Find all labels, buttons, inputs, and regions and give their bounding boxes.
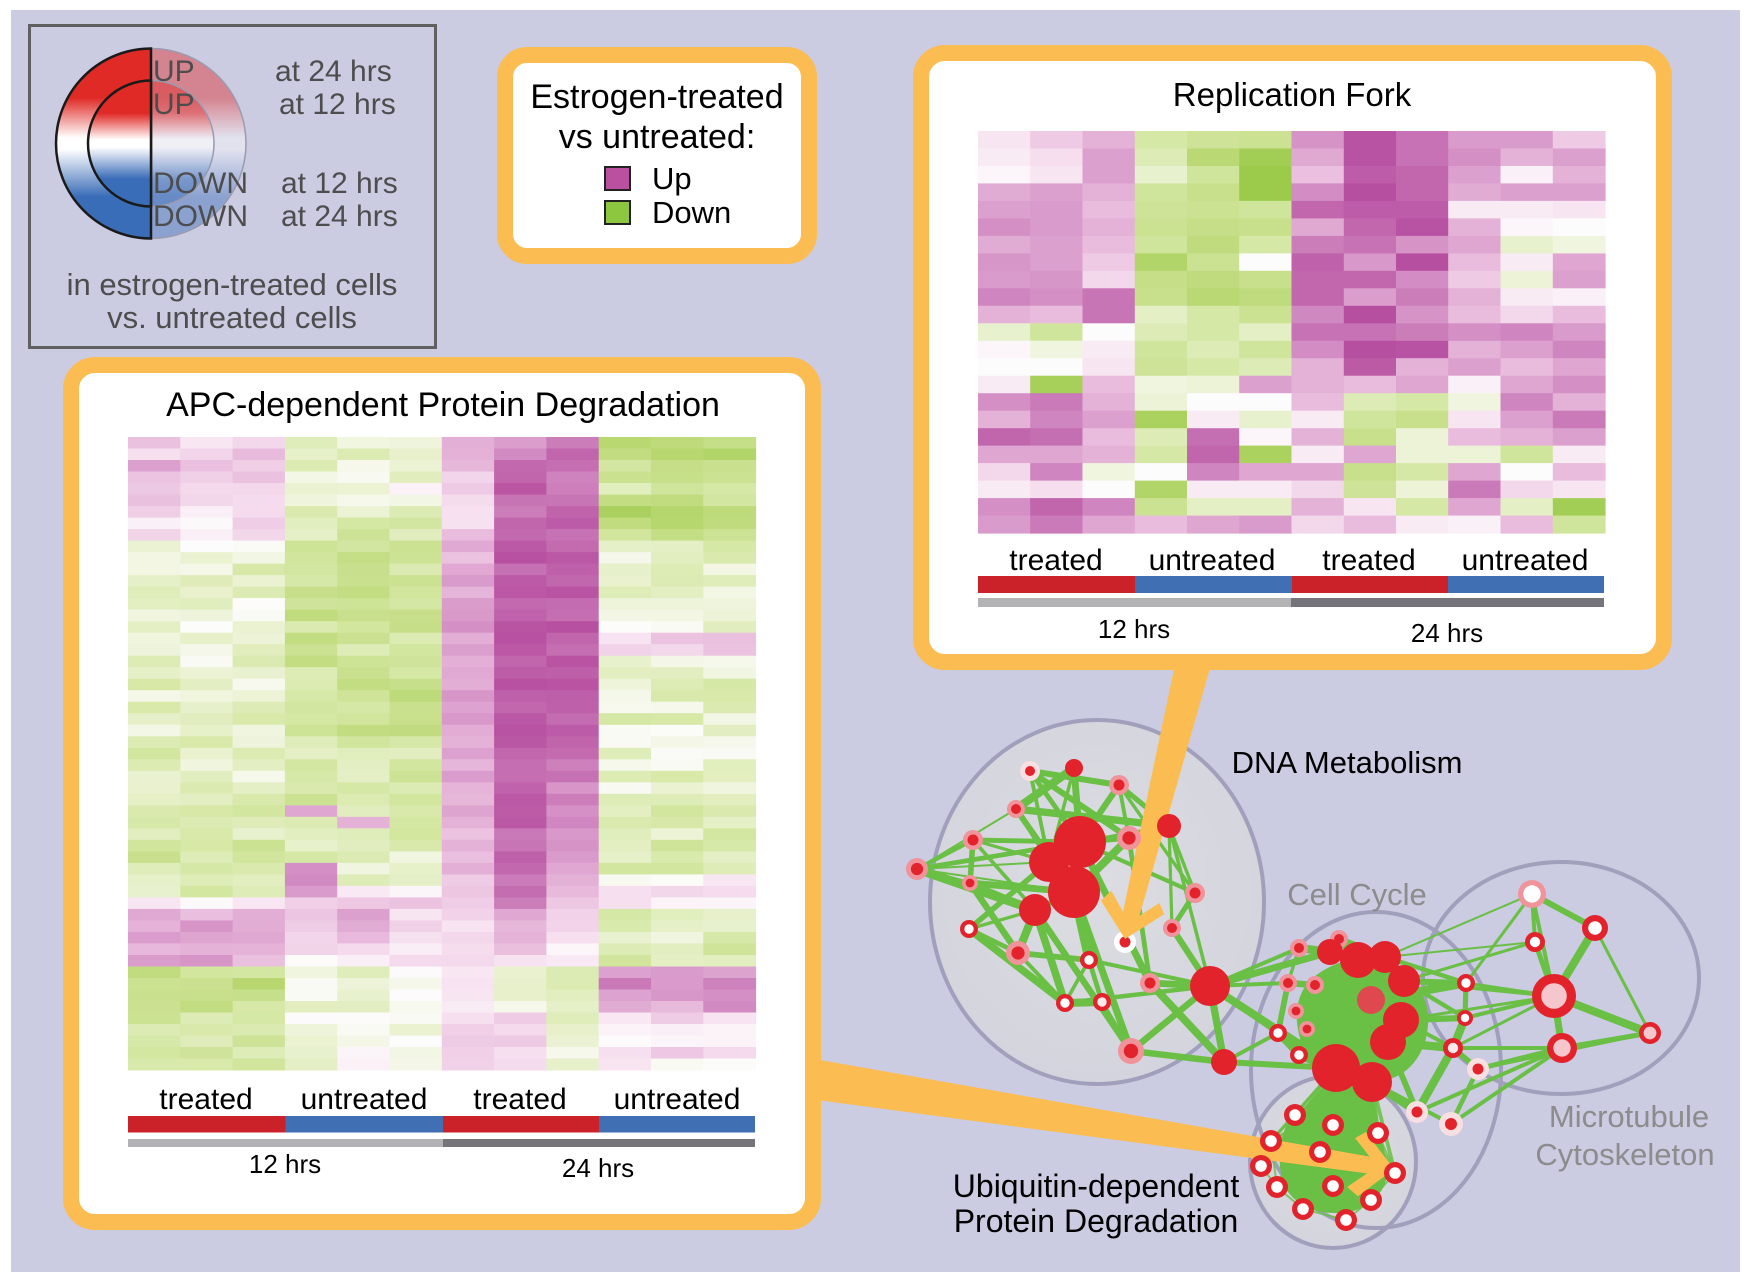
svg-text:24 hrs: 24 hrs xyxy=(1411,618,1483,648)
svg-text:at 24 hrs: at 24 hrs xyxy=(275,55,392,88)
svg-text:UP: UP xyxy=(153,55,195,88)
svg-text:Up: Up xyxy=(652,161,692,196)
svg-text:DNA Metabolism: DNA Metabolism xyxy=(1232,745,1463,780)
svg-text:at 12 hrs: at 12 hrs xyxy=(279,88,396,121)
svg-text:treated: treated xyxy=(473,1083,566,1116)
svg-text:vs untreated:: vs untreated: xyxy=(559,118,756,156)
svg-text:Down: Down xyxy=(652,195,731,230)
svg-text:DOWN: DOWN xyxy=(153,167,248,200)
svg-text:in estrogen-treated cells: in estrogen-treated cells xyxy=(67,267,398,302)
svg-text:treated: treated xyxy=(1009,544,1102,577)
svg-text:treated: treated xyxy=(1322,544,1415,577)
svg-text:untreated: untreated xyxy=(301,1083,428,1116)
svg-text:untreated: untreated xyxy=(614,1083,741,1116)
svg-text:12 hrs: 12 hrs xyxy=(1098,614,1170,644)
svg-text:Ubiquitin-dependent: Ubiquitin-dependent xyxy=(953,1168,1240,1204)
svg-text:Protein Degradation: Protein Degradation xyxy=(954,1203,1239,1239)
svg-text:UP: UP xyxy=(153,88,195,121)
svg-text:untreated: untreated xyxy=(1149,544,1276,577)
svg-text:Cell Cycle: Cell Cycle xyxy=(1287,877,1427,912)
svg-text:Estrogen-treated: Estrogen-treated xyxy=(530,78,783,116)
svg-text:24 hrs: 24 hrs xyxy=(562,1153,634,1183)
svg-text:Cytoskeleton: Cytoskeleton xyxy=(1535,1137,1714,1172)
svg-text:treated: treated xyxy=(159,1083,252,1116)
svg-text:DOWN: DOWN xyxy=(153,200,248,233)
svg-text:Microtubule: Microtubule xyxy=(1549,1099,1709,1134)
svg-text:vs. untreated cells: vs. untreated cells xyxy=(107,300,357,335)
svg-text:APC-dependent Protein Degradat: APC-dependent Protein Degradation xyxy=(166,386,720,424)
svg-text:at 24 hrs: at 24 hrs xyxy=(281,200,398,233)
svg-text:untreated: untreated xyxy=(1462,544,1589,577)
svg-text:Replication Fork: Replication Fork xyxy=(1173,76,1412,113)
svg-text:at 12 hrs: at 12 hrs xyxy=(281,167,398,200)
svg-text:12 hrs: 12 hrs xyxy=(249,1149,321,1179)
